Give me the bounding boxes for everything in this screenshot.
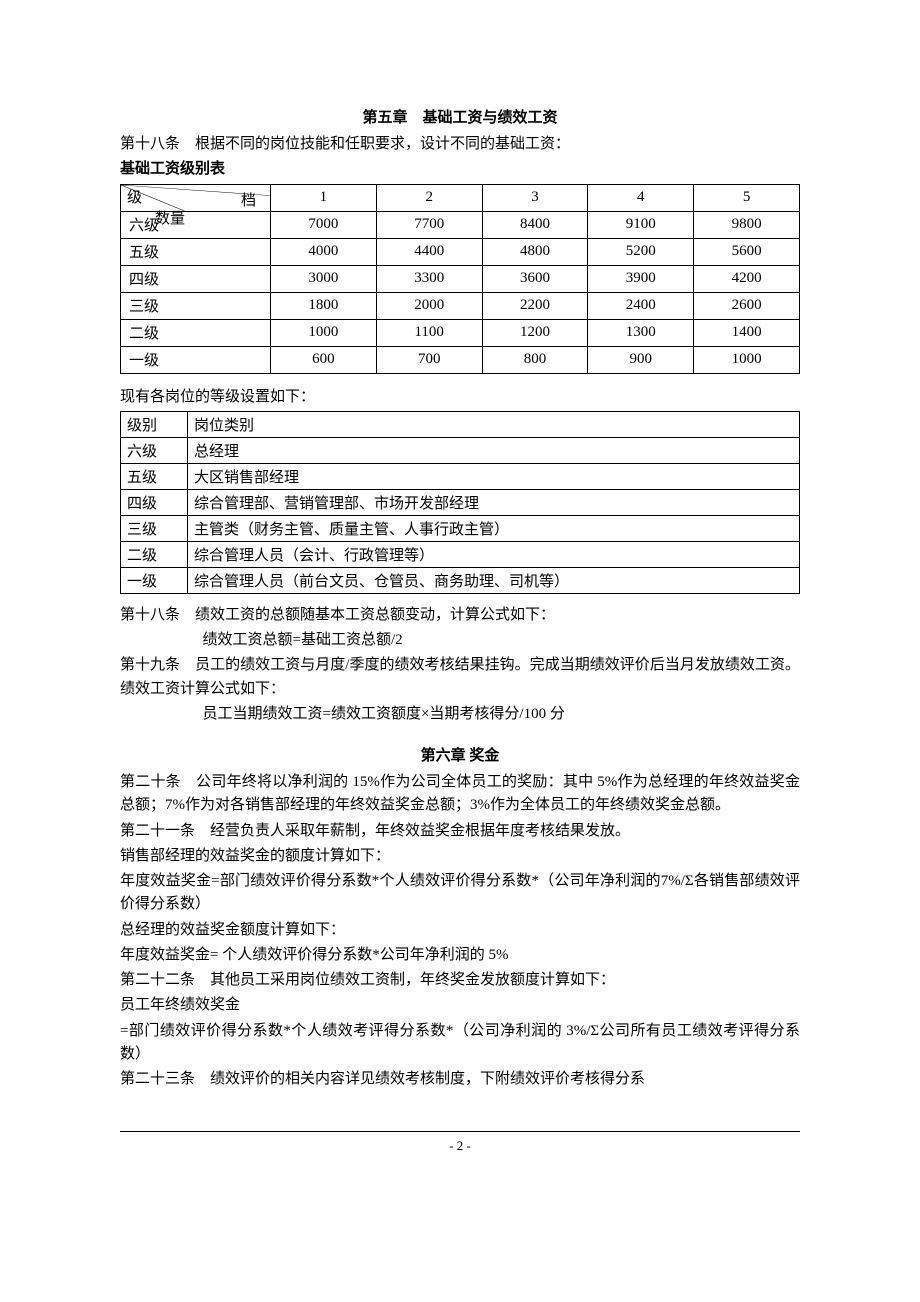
table-row: 二级综合管理人员（会计、行政管理等） [121,541,800,567]
formula-1: 绩效工资总额=基础工资总额/2 [120,629,800,652]
table-row: 一级6007008009001000 [121,346,800,373]
chapter5-title: 第五章 基础工资与绩效工资 [120,106,800,127]
article-18b: 第十八条 绩效工资的总额随基本工资总额变动，计算公式如下： [120,604,800,627]
diag-label-bot: 级 [127,186,142,207]
article-20: 第二十条 公司年终将以净利润的 15%作为公司全体员工的奖励：其中 5%作为总经… [120,771,800,818]
table-row: 六级总经理 [121,437,800,463]
table-row: 三级18002000220024002600 [121,292,800,319]
position-intro: 现有各岗位的等级设置如下： [120,386,800,409]
article-23: 第二十三条 绩效评价的相关内容详见绩效考核制度，下附绩效评价考核得分系 [120,1068,800,1091]
page: 第五章 基础工资与绩效工资 第十八条 根据不同的岗位技能和任职要求，设计不同的基… [120,0,800,1194]
page-number: - 2 - [120,1138,800,1154]
article-21c: 年度效益奖金=部门绩效评价得分系数*个人绩效评价得分系数*（公司年净利润的7%/… [120,870,800,917]
table-row: 六级70007700840091009800 [121,211,800,238]
article-22c: =部门绩效评价得分系数*个人绩效考评得分系数*（公司净利润的 3%/Σ公司所有员… [120,1020,800,1067]
position-table: 级别岗位类别 六级总经理 五级大区销售部经理 四级综合管理部、营销管理部、市场开… [120,411,800,594]
table-header-row: 级别岗位类别 [121,411,800,437]
table-row: 二级10001100120013001400 [121,319,800,346]
table-row: 五级大区销售部经理 [121,463,800,489]
article-19: 第十九条 员工的绩效工资与月度/季度的绩效考核结果挂钩。完成当期绩效评价后当月发… [120,654,800,701]
table-row: 四级30003300360039004200 [121,265,800,292]
diag-label-top: 档 [241,189,256,210]
chapter6-title: 第六章 奖金 [120,744,800,765]
table-row: 一级综合管理人员（前台文员、仓管员、商务助理、司机等） [121,567,800,593]
salary-level-table: 档 数量 级 1 2 3 4 5 六级70007700840091009800 … [120,184,800,374]
footer-divider [120,1131,800,1132]
table-row: 五级40004400480052005600 [121,238,800,265]
table-row: 三级主管类（财务主管、质量主管、人事行政主管） [121,515,800,541]
article-22b: 员工年终绩效奖金 [120,994,800,1017]
diagonal-header-cell: 档 数量 级 [121,184,271,211]
col-header: 2 [376,184,482,211]
col-header: 4 [588,184,694,211]
article-18a: 第十八条 根据不同的岗位技能和任职要求，设计不同的基础工资： [120,133,800,156]
col-header: 3 [482,184,588,211]
table-row: 四级综合管理部、营销管理部、市场开发部经理 [121,489,800,515]
col-header: 5 [694,184,800,211]
diag-label-mid: 数量 [155,207,185,228]
article-22a: 第二十二条 其他员工采用岗位绩效工资制，年终奖金发放额度计算如下： [120,969,800,992]
formula-2: 员工当期绩效工资=绩效工资额度×当期考核得分/100 分 [120,703,800,726]
salary-table-title: 基础工资级别表 [120,158,800,181]
article-21e: 年度效益奖金= 个人绩效评价得分系数*公司年净利润的 5% [120,944,800,967]
article-21a: 第二十一条 经营负责人采取年薪制，年终效益奖金根据年度考核结果发放。 [120,820,800,843]
article-21d: 总经理的效益奖金额度计算如下： [120,919,800,942]
table-header-row: 档 数量 级 1 2 3 4 5 [121,184,800,211]
article-21b: 销售部经理的效益奖金的额度计算如下： [120,845,800,868]
col-header: 1 [271,184,377,211]
